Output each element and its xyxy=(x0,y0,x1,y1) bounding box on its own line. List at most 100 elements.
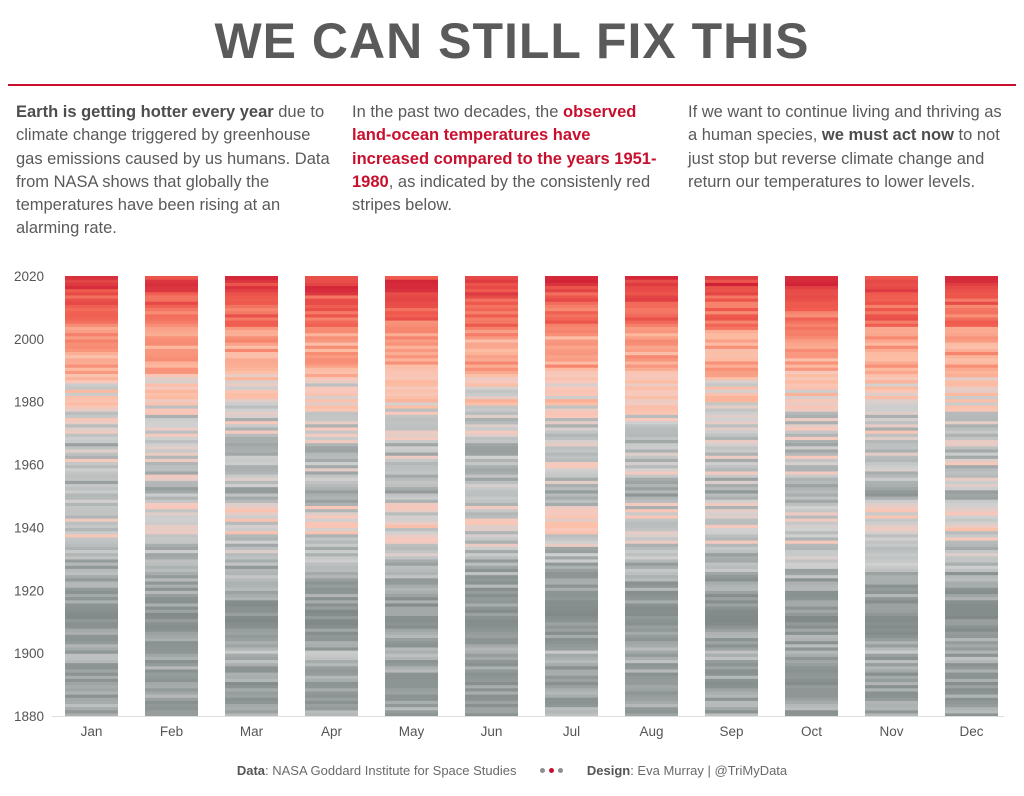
stripe xyxy=(465,621,518,626)
stripe xyxy=(625,518,678,522)
stripe xyxy=(465,342,518,346)
stripe xyxy=(225,332,278,337)
stripe xyxy=(625,536,678,541)
stripe xyxy=(65,505,118,510)
stripe xyxy=(545,386,598,390)
stripe xyxy=(945,320,998,324)
stripe xyxy=(225,653,278,657)
stripe xyxy=(385,483,438,488)
stripe xyxy=(65,618,118,623)
stripe xyxy=(305,310,358,315)
stripe xyxy=(545,521,598,525)
stripe xyxy=(705,662,758,667)
stripe xyxy=(65,675,118,679)
stripe xyxy=(785,640,838,645)
stripe xyxy=(785,668,838,673)
stripe xyxy=(705,414,758,419)
stripe xyxy=(65,549,118,554)
title-divider xyxy=(8,84,1016,86)
stripe xyxy=(385,439,438,444)
stripe xyxy=(385,301,438,305)
stripe xyxy=(145,643,198,648)
stripe xyxy=(705,376,758,381)
stripe xyxy=(145,282,198,287)
stripe xyxy=(785,609,838,613)
stripe xyxy=(785,628,838,632)
stripe xyxy=(625,687,678,692)
stripe xyxy=(225,467,278,472)
stripe xyxy=(945,436,998,441)
stripe xyxy=(785,562,838,566)
stripe xyxy=(145,389,198,393)
stripe xyxy=(145,675,198,679)
stripe xyxy=(465,615,518,620)
stripe xyxy=(705,345,758,349)
stripe xyxy=(625,389,678,393)
stripe xyxy=(145,408,198,412)
stripe xyxy=(465,301,518,305)
stripe xyxy=(465,310,518,315)
stripe xyxy=(145,540,198,544)
stripe xyxy=(865,301,918,305)
stripe xyxy=(945,643,998,648)
stripe xyxy=(465,687,518,692)
stripe xyxy=(625,423,678,428)
stripe xyxy=(625,530,678,535)
stripe xyxy=(305,398,358,403)
stripe xyxy=(865,338,918,343)
stripe xyxy=(785,329,838,334)
stripe xyxy=(625,672,678,676)
stripe xyxy=(945,640,998,645)
stripe xyxy=(945,420,998,425)
stripe xyxy=(65,351,118,356)
stripe xyxy=(465,420,518,425)
stripe xyxy=(945,521,998,525)
stripe xyxy=(865,678,918,683)
stripe xyxy=(785,404,838,409)
stripe xyxy=(545,624,598,629)
stripe xyxy=(625,524,678,529)
stripe xyxy=(945,565,998,569)
stripe xyxy=(625,527,678,532)
stripe xyxy=(705,587,758,591)
stripe xyxy=(225,301,278,305)
stripe xyxy=(865,348,918,353)
stripe xyxy=(465,524,518,529)
stripe xyxy=(465,426,518,431)
stripe xyxy=(625,709,678,714)
stripe xyxy=(705,634,758,639)
stripe xyxy=(145,285,198,290)
stripe xyxy=(865,637,918,642)
stripe xyxy=(305,442,358,447)
stripe xyxy=(945,313,998,318)
stripe xyxy=(385,367,438,371)
stripe xyxy=(545,477,598,481)
stripe xyxy=(465,395,518,400)
stripe xyxy=(625,345,678,349)
stripe xyxy=(865,527,918,532)
stripe xyxy=(465,662,518,667)
stripe xyxy=(705,668,758,673)
stripe xyxy=(465,461,518,466)
stripe xyxy=(305,511,358,516)
stripe xyxy=(305,291,358,296)
stripe xyxy=(785,288,838,293)
stripe xyxy=(465,656,518,661)
stripe xyxy=(625,298,678,302)
stripe xyxy=(305,602,358,607)
stripe xyxy=(865,549,918,554)
stripe-column-jun xyxy=(465,276,518,717)
stripe xyxy=(225,408,278,412)
stripe xyxy=(865,323,918,327)
stripe xyxy=(225,326,278,331)
stripe xyxy=(465,370,518,375)
stripe xyxy=(625,282,678,287)
stripe xyxy=(625,499,678,503)
intro-2-highlight: observed land-ocean temperatures have in… xyxy=(352,103,657,191)
stripe xyxy=(705,518,758,522)
stripe xyxy=(65,709,118,714)
stripe xyxy=(545,615,598,620)
stripe xyxy=(305,411,358,415)
stripe xyxy=(705,599,758,604)
stripe xyxy=(385,521,438,525)
